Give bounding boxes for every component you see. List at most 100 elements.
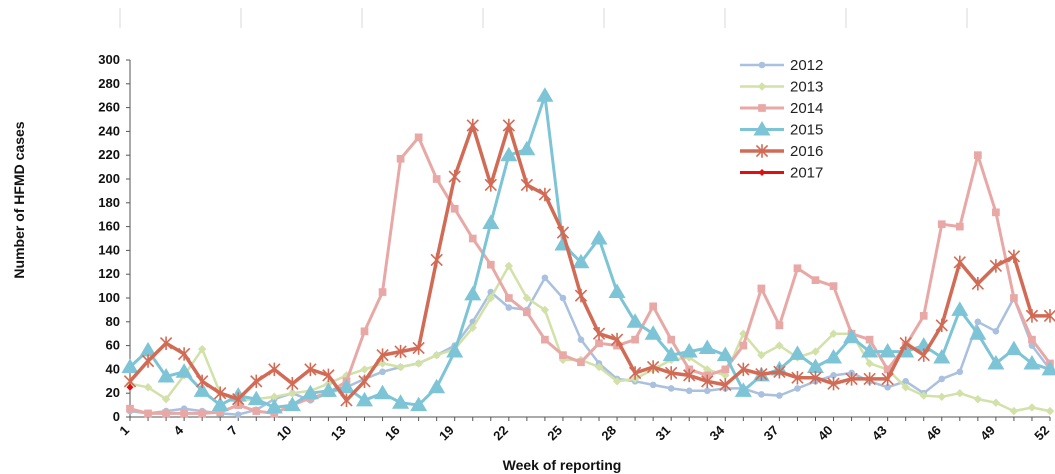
x-axis-title: Week of reporting: [503, 457, 622, 473]
data-point: [410, 396, 428, 412]
data-point: [901, 383, 910, 392]
data-point: [809, 371, 822, 385]
data-point: [757, 350, 766, 360]
data-point: [197, 344, 207, 354]
data-point: [1027, 403, 1037, 412]
data-point: [556, 225, 570, 240]
y-tick-label: 200: [98, 171, 120, 186]
data-point: [214, 386, 227, 400]
data-point: [180, 409, 188, 418]
data-point: [360, 327, 369, 336]
data-point: [758, 391, 765, 398]
data-point: [737, 362, 750, 377]
legend-marker: [758, 61, 766, 69]
data-point: [270, 392, 279, 401]
data-point: [522, 293, 532, 303]
data-point: [414, 359, 423, 368]
data-point: [919, 391, 928, 400]
data-point: [414, 133, 423, 142]
y-tick-label: 40: [106, 361, 120, 376]
x-tick-label: 1: [116, 423, 132, 439]
data-point: [739, 329, 748, 338]
data-point: [523, 308, 531, 317]
data-point: [432, 350, 441, 360]
data-point: [665, 366, 678, 380]
header-dividers: [119, 8, 968, 28]
y-tick-label: 180: [98, 195, 120, 210]
data-point: [794, 385, 801, 392]
y-tick-label: 100: [98, 290, 120, 305]
x-tick-label: 22: [490, 423, 511, 444]
data-point: [829, 329, 838, 338]
legend-marker: [757, 82, 767, 91]
y-tick-label: 120: [98, 266, 120, 281]
data-point: [987, 354, 1005, 370]
data-point: [973, 151, 982, 160]
data-point: [448, 169, 461, 184]
data-point: [969, 325, 987, 340]
data-point: [649, 302, 657, 311]
x-tick-label: 43: [869, 423, 890, 444]
data-point: [773, 365, 786, 379]
data-point: [811, 276, 820, 284]
data-point: [989, 259, 1003, 273]
data-point: [486, 293, 495, 303]
data-point: [250, 374, 263, 389]
data-point: [937, 220, 946, 229]
data-point: [701, 374, 714, 389]
data-point: [698, 339, 716, 354]
data-point: [667, 335, 676, 344]
data-point: [594, 362, 604, 372]
data-point: [884, 383, 891, 391]
data-point: [450, 204, 459, 213]
data-point: [610, 332, 624, 347]
data-point: [252, 407, 261, 415]
data-point: [378, 359, 387, 368]
y-tick-label: 80: [106, 314, 120, 329]
data-point: [680, 343, 698, 358]
data-point: [881, 372, 894, 386]
data-point: [830, 372, 837, 379]
data-point: [374, 384, 392, 400]
data-point: [646, 360, 660, 374]
data-point: [159, 336, 173, 350]
data-point: [608, 283, 626, 299]
data-point: [863, 372, 876, 386]
data-point: [121, 358, 139, 374]
data-point: [919, 312, 928, 320]
data-point: [971, 277, 985, 291]
data-point: [484, 178, 497, 192]
data-point: [505, 304, 513, 311]
data-point: [721, 365, 730, 374]
x-tick-label: 16: [382, 423, 403, 444]
data-point: [902, 378, 909, 385]
data-point: [644, 325, 662, 340]
data-point: [662, 346, 680, 362]
series-2013: [125, 261, 1055, 416]
data-point: [211, 396, 229, 412]
data-point: [1007, 249, 1021, 264]
data-point: [394, 344, 407, 359]
data-point: [396, 362, 405, 372]
data-point: [540, 305, 550, 315]
data-point: [559, 351, 567, 359]
data-point: [175, 363, 193, 378]
data-point: [268, 362, 281, 377]
data-point: [141, 354, 155, 368]
data-point: [378, 288, 387, 296]
data-point: [825, 349, 843, 364]
data-point: [721, 371, 730, 380]
data-point: [592, 326, 606, 341]
data-point: [775, 321, 784, 330]
data-point: [956, 368, 964, 376]
data-point: [938, 375, 946, 383]
data-point: [126, 383, 134, 391]
series-line-2015: [128, 94, 1051, 409]
x-tick-label: 34: [707, 422, 728, 443]
y-axis-ticks: 0 20 40 60 80 100 120 140 160 180 200 220 240 260 280 3…: [98, 52, 130, 424]
data-point: [572, 253, 590, 269]
legend-marker: [758, 104, 766, 112]
data-point: [719, 378, 732, 392]
x-tick-label: 19: [436, 423, 457, 444]
